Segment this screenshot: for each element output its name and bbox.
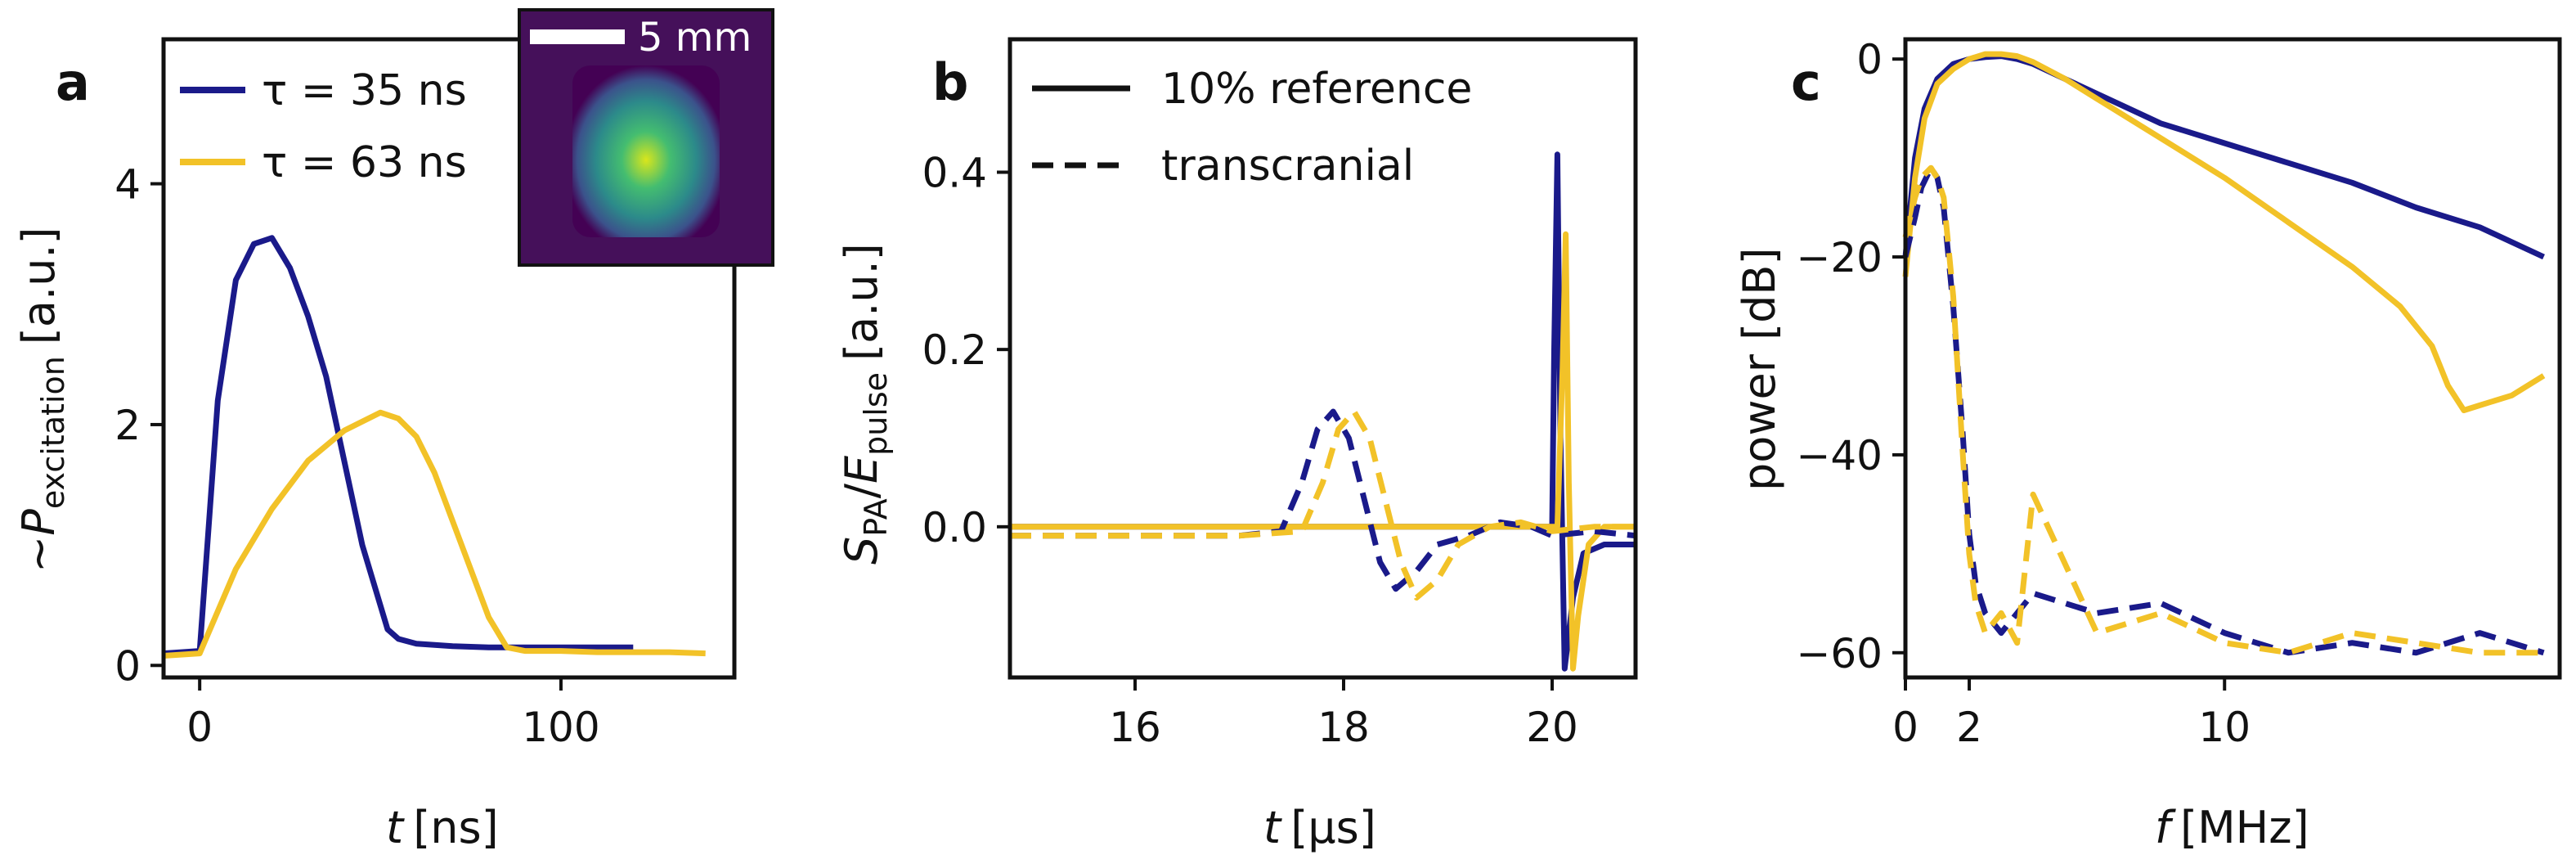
panel-b-legend: 10% reference transcranial <box>1032 65 1472 191</box>
panel-a-inset: 5 mm <box>518 8 774 267</box>
x-tick-label-c-1: 2 <box>1956 704 1982 751</box>
y-tick-label-a-2: 4 <box>114 161 141 209</box>
ylabel-symbol-2: E <box>836 455 887 484</box>
series-line-c-0 <box>1902 53 2545 260</box>
ylabel-symbol-1: S <box>836 537 887 565</box>
panel-a-label: a <box>56 52 90 112</box>
xlabel-unit: [MHz] <box>2180 802 2309 853</box>
y-tick-label-a-0: 0 <box>114 642 141 690</box>
panel-a-frame <box>161 37 737 680</box>
series-line-c-3 <box>1902 164 2544 656</box>
x-tick-label-b-1: 18 <box>1317 704 1370 751</box>
panel-c: c 0 2 100−20−40−60 f [MHz] power [dB] <box>1734 36 2562 853</box>
panel-c-ylabel: power [dB] <box>1734 247 1785 491</box>
scale-bar <box>530 29 625 44</box>
series-line-b-2 <box>1010 408 1636 592</box>
panel-c-label: c <box>1791 52 1821 112</box>
y-tick-label-b-2: 0.4 <box>922 150 987 197</box>
series-line-b-1 <box>1010 231 1636 672</box>
y-tick-label-a-1: 2 <box>114 402 141 449</box>
series-line-c-1 <box>1902 51 2546 413</box>
ylabel-symbol: P <box>13 509 65 536</box>
panel-a-legend: τ = 35 ns τ = 63 ns <box>180 66 467 187</box>
xlabel-unit: [ns] <box>413 802 499 853</box>
panel-a-xlabel: t [ns] <box>386 802 499 853</box>
scale-bar-label: 5 mm <box>638 15 752 61</box>
ylabel-unit: [a.u.] <box>13 227 65 344</box>
ylabel-sub-2: pulse <box>858 372 894 456</box>
x-tick-label-b-0: 16 <box>1109 704 1161 751</box>
y-tick-label-c-0: 0 <box>1856 36 1883 83</box>
ylabel-unit: [a.u.] <box>836 243 887 361</box>
panel-a: a 0 100 0 2 4 τ = 35 ns τ = 63 ns <box>13 8 774 853</box>
panel-c-series <box>1902 51 2546 656</box>
x-tick-label-a-1: 100 <box>522 704 599 751</box>
series-line-a-1 <box>163 409 706 659</box>
xlabel-symbol: t <box>1263 802 1282 853</box>
panel-b-label: b <box>932 52 968 112</box>
x-tick-label-c-2: 10 <box>2198 704 2251 751</box>
legend-b-label-2: transcranial <box>1161 142 1414 191</box>
y-tick-label-c-3: −60 <box>1796 630 1883 677</box>
panel-b-frame <box>1008 37 1638 680</box>
panel-c-xlabel: f [MHz] <box>2155 802 2309 853</box>
panel-b-ticks: 16 18 20 0.0 0.2 0.4 <box>922 150 1577 752</box>
y-tick-label-b-1: 0.2 <box>922 326 987 374</box>
x-tick-label-a-0: 0 <box>186 704 213 751</box>
xlabel-unit: [µs] <box>1290 802 1376 853</box>
x-tick-label-c-0: 0 <box>1892 704 1919 751</box>
panel-a-series <box>163 235 706 659</box>
panel-c-ticks: 0 2 100−20−40−60 <box>1796 36 2251 751</box>
ylabel-prefix: ~ <box>13 536 65 573</box>
series-line-b-0 <box>1010 151 1636 672</box>
x-tick-label-b-2: 20 <box>1526 704 1578 751</box>
panel-c-frame <box>1903 37 2562 680</box>
xlabel-symbol: f <box>2155 802 2176 853</box>
series-line-c-2 <box>1902 164 2545 656</box>
inset-beam-profile <box>572 65 720 237</box>
panel-b-xlabel: t [µs] <box>1263 802 1376 853</box>
panel-a-ticks: 0 100 0 2 4 <box>114 161 599 751</box>
panel-b-ylabel: SPA/Epulse [a.u.] <box>836 243 894 565</box>
xlabel-symbol: t <box>386 802 405 853</box>
y-tick-label-b-0: 0.0 <box>922 504 987 551</box>
ylabel-subscript: excitation <box>35 356 71 509</box>
y-tick-label-c-2: −40 <box>1796 432 1883 479</box>
inset-frame <box>518 8 774 267</box>
ylabel-sub-1: PA <box>858 498 894 536</box>
series-line-a-0 <box>163 235 634 657</box>
legend-a-label-1: τ = 35 ns <box>262 66 467 115</box>
y-tick-label-c-1: −20 <box>1796 234 1883 281</box>
panel-a-ylabel: ~Pexcitation [a.u.] <box>13 227 71 573</box>
legend-b-label-1: 10% reference <box>1161 65 1472 114</box>
panel-b-series <box>1010 151 1636 672</box>
legend-a-label-2: τ = 63 ns <box>262 138 467 187</box>
ylabel-slash: / <box>836 483 887 498</box>
panel-b: b 16 18 20 0.0 0.2 0.4 10% reference transcra… <box>836 37 1638 853</box>
series-line-b-3 <box>1010 408 1636 601</box>
